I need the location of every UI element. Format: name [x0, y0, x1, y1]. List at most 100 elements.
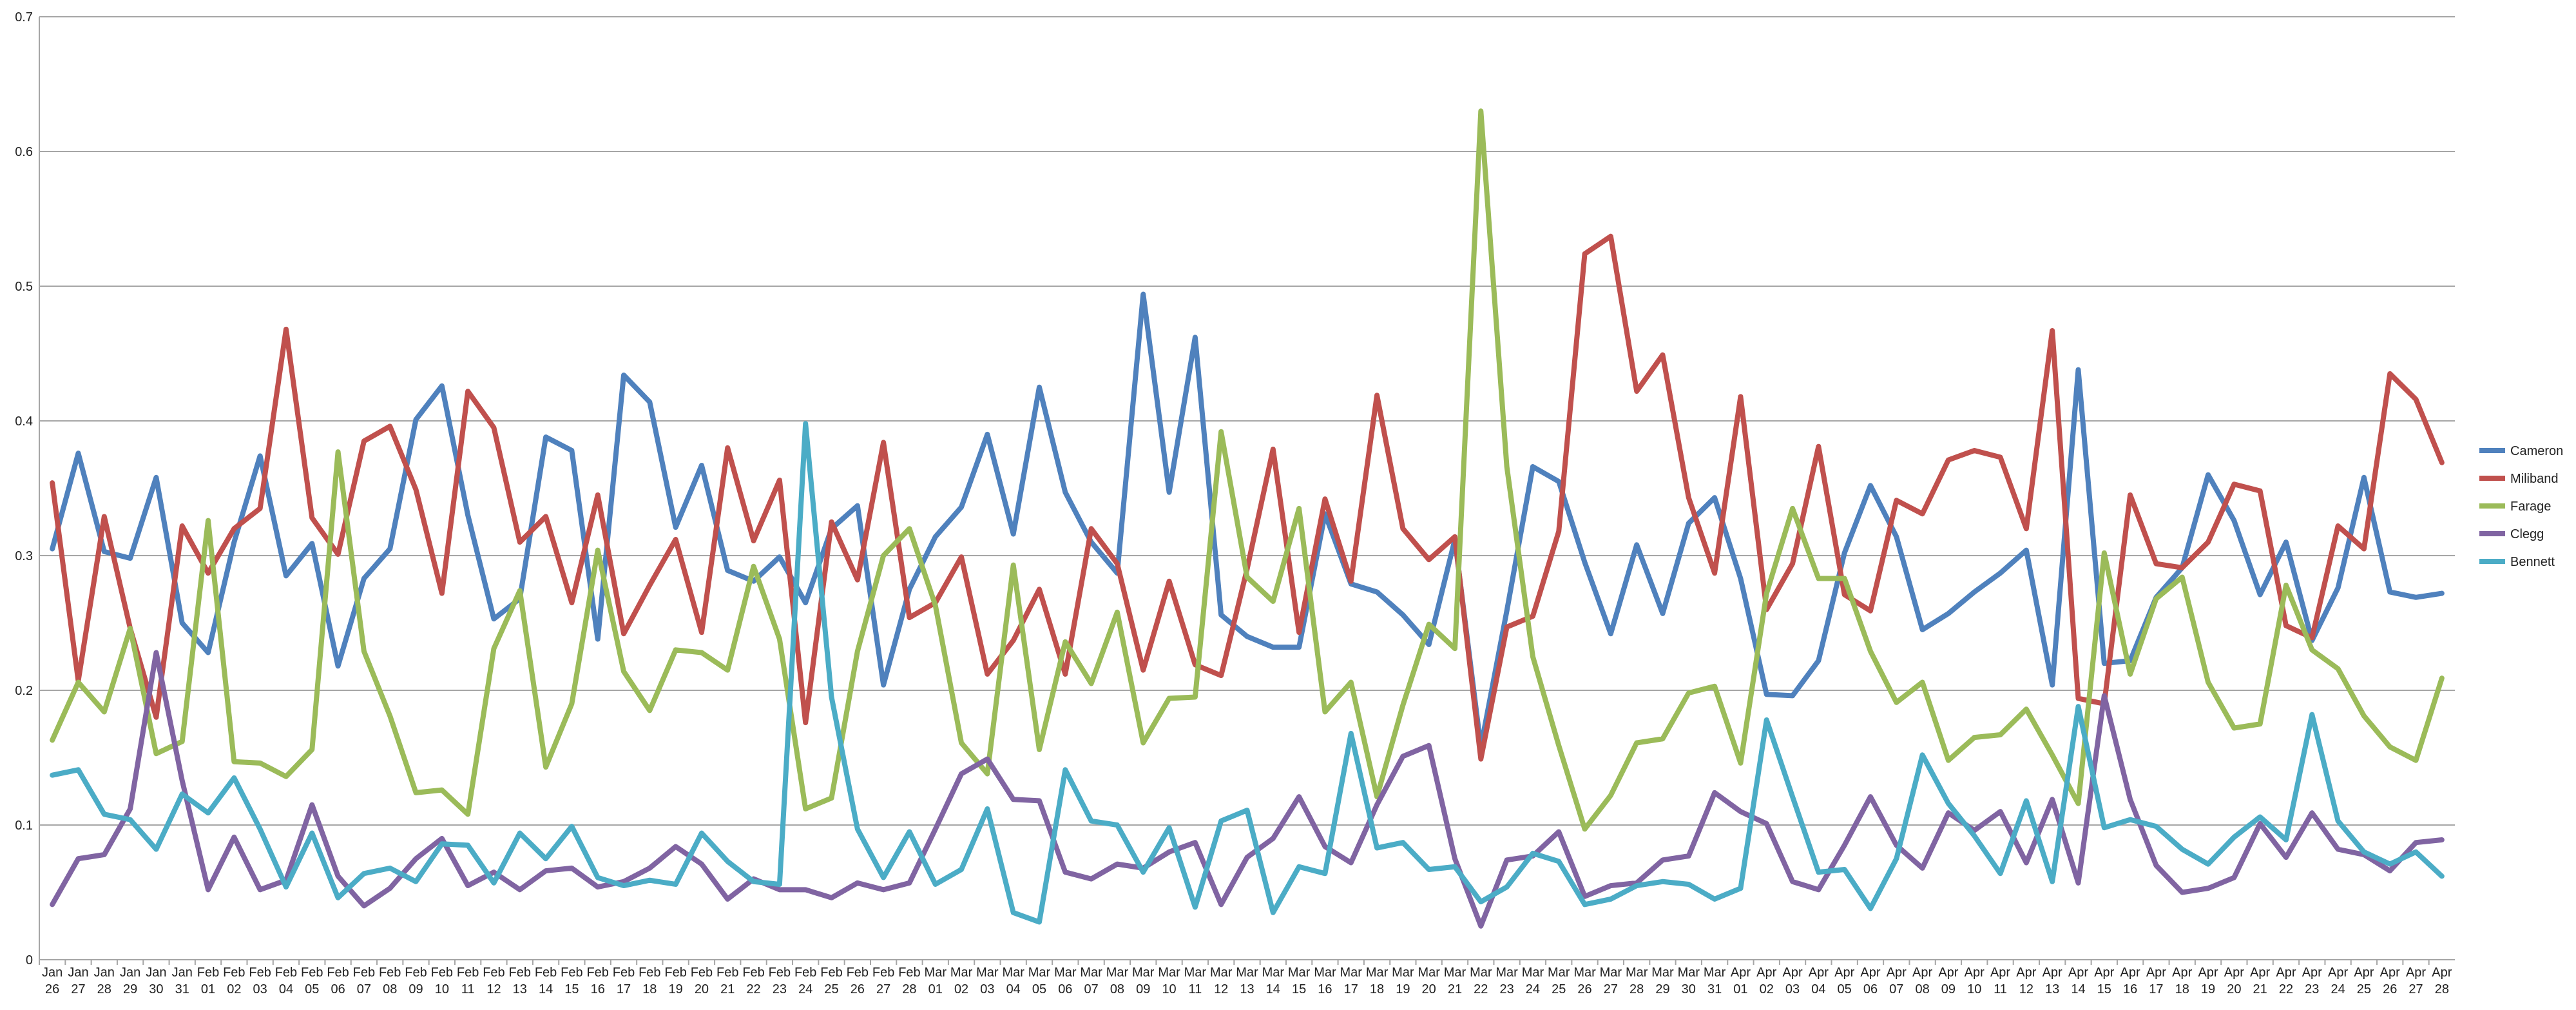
x-tick-label: Jan 30 — [146, 966, 166, 996]
x-tick-label: Mar 17 — [1340, 966, 1363, 996]
x-tick-label: Mar 25 — [1548, 966, 1570, 996]
x-tick-label: Mar 11 — [1184, 966, 1207, 996]
x-tick-label: Apr 14 — [2068, 966, 2088, 996]
x-tick-label: Mar 03 — [976, 966, 999, 996]
x-tick-label: Feb 11 — [457, 966, 479, 996]
y-tick-label: 0.7 — [15, 10, 33, 24]
x-tick-label: Apr 21 — [2250, 966, 2270, 996]
x-tick-label: Feb 18 — [639, 966, 660, 996]
x-tick-label: Mar 20 — [1418, 966, 1440, 996]
series-line — [50, 108, 2445, 832]
x-tick-label: Feb 21 — [716, 966, 738, 996]
x-tick-label: Mar 16 — [1314, 966, 1336, 996]
y-tick-label: 0.2 — [15, 684, 33, 698]
x-tick-label: Feb 22 — [742, 966, 764, 996]
series-line — [50, 291, 2445, 750]
x-tick-label: Apr 13 — [2043, 966, 2062, 996]
x-tick-label: Apr 26 — [2380, 966, 2400, 996]
x-tick-label: Apr 15 — [2094, 966, 2114, 996]
x-tick-label: Apr 02 — [1756, 966, 1776, 996]
x-tick-label: Mar 18 — [1366, 966, 1389, 996]
x-tick-label: Apr 28 — [2432, 966, 2452, 996]
x-tick-label: Apr 22 — [2276, 966, 2296, 996]
x-tick-label: Feb 08 — [379, 966, 401, 996]
x-tick-label: Jan 26 — [42, 966, 62, 996]
x-tick-label: Mar 10 — [1158, 966, 1180, 996]
x-tick-label: Mar 14 — [1262, 966, 1285, 996]
x-tick-label: Mar 24 — [1522, 966, 1544, 996]
x-tick-label: Apr 01 — [1731, 966, 1751, 996]
legend-label: Bennett — [2510, 555, 2555, 569]
x-tick-label: Feb 10 — [431, 966, 453, 996]
x-tick-label: Jan 31 — [172, 966, 193, 996]
series-line — [50, 650, 2445, 929]
y-tick-label: 0.1 — [15, 819, 33, 833]
legend-label: Clegg — [2510, 527, 2544, 541]
x-tick-label: Apr 12 — [2016, 966, 2036, 996]
x-tick-label: Jan 28 — [94, 966, 115, 996]
x-tick-label: Apr 06 — [1860, 966, 1880, 996]
x-tick-label: Feb 26 — [847, 966, 869, 996]
x-tick-label: Mar 22 — [1470, 966, 1492, 996]
x-tick-label: Feb 01 — [197, 966, 219, 996]
x-tick-label: Apr 18 — [2172, 966, 2192, 996]
x-tick-label: Mar 26 — [1573, 966, 1596, 996]
x-tick-label: Apr 05 — [1834, 966, 1854, 996]
x-tick-label: Feb 28 — [898, 966, 920, 996]
x-tick-label: Apr 10 — [1965, 966, 1985, 996]
x-tick-label: Mar 02 — [950, 966, 973, 996]
x-tick-label: Feb 03 — [249, 966, 271, 996]
x-tick-label: Feb 09 — [405, 966, 427, 996]
x-tick-label: Mar 13 — [1236, 966, 1258, 996]
x-tick-label: Mar 31 — [1704, 966, 1726, 996]
y-tick-label: 0.5 — [15, 280, 33, 294]
x-tick-label: Apr 07 — [1887, 966, 1907, 996]
x-tick-label: Mar 04 — [1002, 966, 1024, 996]
x-tick-label: Apr 25 — [2354, 966, 2374, 996]
x-tick-label: Feb 02 — [223, 966, 245, 996]
x-tick-label: Feb 15 — [561, 966, 582, 996]
y-tick-label: 0.4 — [15, 414, 33, 429]
x-tick-label: Feb 17 — [613, 966, 635, 996]
x-tick-label: Mar 28 — [1626, 966, 1648, 996]
x-tick-label: Feb 04 — [275, 966, 297, 996]
x-tick-label: Mar 08 — [1106, 966, 1129, 996]
x-tick-label: Mar 06 — [1054, 966, 1077, 996]
x-tick-label: Feb 07 — [353, 966, 375, 996]
x-tick-label: Feb 27 — [872, 966, 894, 996]
x-tick-label: Feb 23 — [769, 966, 791, 996]
x-tick-label: Apr 08 — [1912, 966, 1932, 996]
x-tick-label: Feb 25 — [820, 966, 842, 996]
series-line — [50, 421, 2445, 925]
x-tick-label: Feb 19 — [664, 966, 686, 996]
x-tick-label: Feb 24 — [794, 966, 816, 996]
x-tick-label: Jan 27 — [68, 966, 88, 996]
y-tick-label: 0.3 — [15, 549, 33, 563]
x-tick-label: Feb 16 — [586, 966, 608, 996]
y-tick-label: 0 — [26, 953, 33, 967]
x-tick-label: Feb 14 — [535, 966, 557, 996]
x-tick-label: Apr 16 — [2120, 966, 2140, 996]
x-tick-label: Mar 01 — [925, 966, 947, 996]
x-tick-label: Apr 24 — [2328, 966, 2348, 996]
x-tick-label: Apr 20 — [2224, 966, 2244, 996]
x-tick-label: Apr 27 — [2406, 966, 2426, 996]
x-tick-label: Feb 13 — [509, 966, 531, 996]
x-tick-label: Mar 23 — [1495, 966, 1518, 996]
x-tick-label: Mar 09 — [1132, 966, 1155, 996]
legend-label: Cameron — [2510, 444, 2563, 458]
x-tick-label: Mar 05 — [1028, 966, 1051, 996]
x-tick-label: Apr 11 — [1990, 966, 2010, 996]
x-tick-label: Mar 12 — [1210, 966, 1233, 996]
x-tick-label: Apr 23 — [2302, 966, 2322, 996]
x-tick-label: Apr 03 — [1782, 966, 1802, 996]
legend-label: Miliband — [2510, 472, 2558, 486]
legend-label: Farage — [2510, 500, 2551, 514]
x-tick-label: Apr 17 — [2146, 966, 2166, 996]
x-tick-label: Mar 19 — [1392, 966, 1414, 996]
x-tick-label: Mar 27 — [1600, 966, 1622, 996]
x-tick-label: Feb 05 — [301, 966, 323, 996]
x-tick-label: Jan 29 — [120, 966, 140, 996]
